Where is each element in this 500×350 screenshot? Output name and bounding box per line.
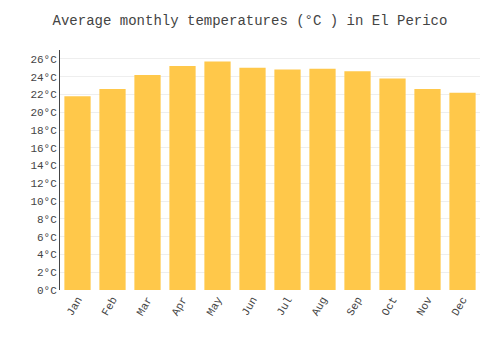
svg-text:Jul: Jul [275,295,295,318]
svg-text:22°C: 22°C [30,89,57,101]
svg-text:Aug: Aug [310,295,330,318]
svg-text:0°C: 0°C [37,285,57,297]
svg-text:14°C: 14°C [30,160,57,172]
svg-text:Feb: Feb [100,295,120,318]
svg-text:26°C: 26°C [30,54,57,66]
svg-text:Nov: Nov [415,294,435,317]
svg-text:12°C: 12°C [30,178,57,190]
svg-text:16°C: 16°C [30,143,57,155]
svg-text:May: May [205,294,225,317]
svg-text:Jan: Jan [65,295,85,318]
svg-text:Jun: Jun [240,295,260,318]
svg-text:20°C: 20°C [30,107,57,119]
svg-text:Mar: Mar [135,295,155,318]
svg-text:Dec: Dec [450,295,470,318]
svg-text:24°C: 24°C [30,72,57,84]
svg-text:Oct: Oct [380,295,400,318]
svg-text:2°C: 2°C [37,267,57,279]
svg-text:8°C: 8°C [37,214,57,226]
svg-text:6°C: 6°C [37,232,57,244]
svg-text:Apr: Apr [170,295,190,318]
svg-text:Sep: Sep [345,295,365,318]
svg-text:Average monthly temperatures (: Average monthly temperatures (°C ) in El… [53,13,448,29]
svg-text:10°C: 10°C [30,196,57,208]
svg-text:4°C: 4°C [37,249,57,261]
svg-text:18°C: 18°C [30,125,57,137]
